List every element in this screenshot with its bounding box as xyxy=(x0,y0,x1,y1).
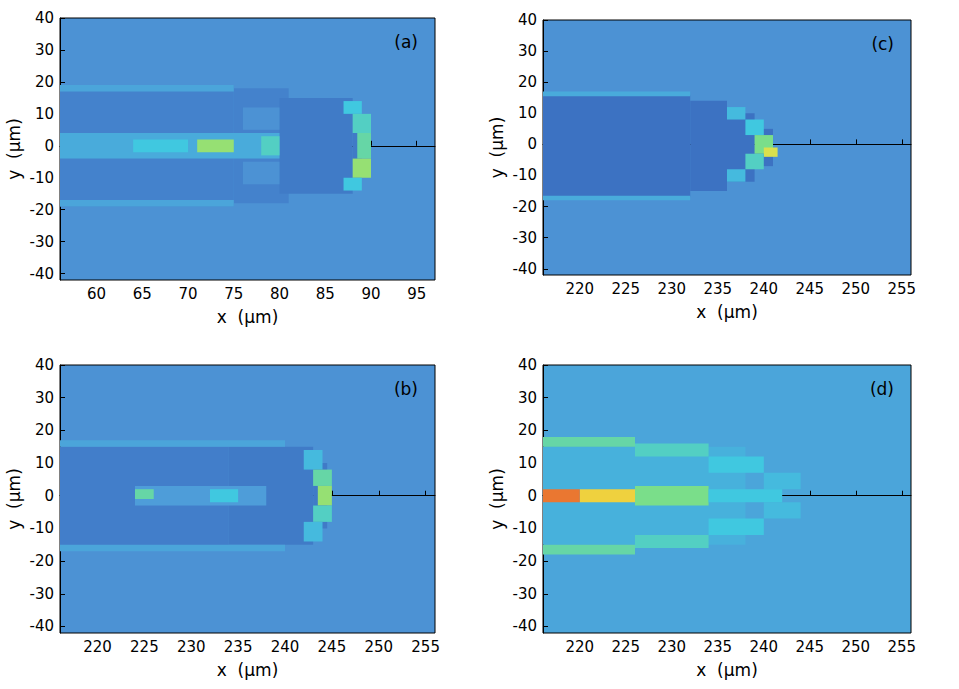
svg-text:0: 0 xyxy=(44,137,54,155)
svg-text:10: 10 xyxy=(35,454,54,472)
svg-text:-40: -40 xyxy=(513,260,538,278)
svg-text:80: 80 xyxy=(270,285,289,303)
svg-text:255: 255 xyxy=(887,638,916,656)
svg-text:250: 250 xyxy=(364,638,393,656)
svg-text:230: 230 xyxy=(657,280,686,298)
svg-text:-20: -20 xyxy=(30,552,55,570)
svg-text:y (μm): y (μm) xyxy=(4,118,24,180)
svg-text:225: 225 xyxy=(611,638,640,656)
svg-text:60: 60 xyxy=(87,285,106,303)
svg-text:245: 245 xyxy=(795,280,824,298)
svg-text:-10: -10 xyxy=(30,519,55,537)
svg-text:225: 225 xyxy=(130,638,159,656)
svg-text:245: 245 xyxy=(318,638,347,656)
svg-text:90: 90 xyxy=(361,285,380,303)
svg-text:-20: -20 xyxy=(30,201,55,219)
svg-text:40: 40 xyxy=(35,9,54,27)
svg-text:(c): (c) xyxy=(871,34,894,54)
svg-text:y (μm): y (μm) xyxy=(487,468,507,530)
svg-text:-30: -30 xyxy=(30,233,55,251)
svg-text:0: 0 xyxy=(44,487,54,505)
svg-text:75: 75 xyxy=(224,285,243,303)
svg-text:-20: -20 xyxy=(513,198,538,216)
svg-text:-30: -30 xyxy=(513,229,538,247)
svg-text:235: 235 xyxy=(224,638,253,656)
svg-text:85: 85 xyxy=(316,285,335,303)
svg-text:(a): (a) xyxy=(394,32,418,52)
svg-text:(b): (b) xyxy=(394,379,418,399)
svg-text:0: 0 xyxy=(527,135,537,153)
svg-text:20: 20 xyxy=(518,73,537,91)
svg-text:30: 30 xyxy=(35,41,54,59)
svg-text:245: 245 xyxy=(795,638,824,656)
svg-text:0: 0 xyxy=(527,487,537,505)
svg-text:(d): (d) xyxy=(870,379,894,399)
svg-text:235: 235 xyxy=(703,280,732,298)
svg-text:225: 225 xyxy=(611,280,640,298)
svg-text:30: 30 xyxy=(35,389,54,407)
svg-text:30: 30 xyxy=(518,42,537,60)
svg-text:x (μm): x (μm) xyxy=(696,660,758,680)
svg-text:10: 10 xyxy=(35,105,54,123)
svg-text:x (μm): x (μm) xyxy=(217,307,279,327)
svg-text:10: 10 xyxy=(518,454,537,472)
svg-text:65: 65 xyxy=(133,285,152,303)
svg-text:-30: -30 xyxy=(513,585,538,603)
svg-text:255: 255 xyxy=(887,280,916,298)
svg-text:250: 250 xyxy=(841,280,870,298)
svg-text:255: 255 xyxy=(411,638,440,656)
svg-text:20: 20 xyxy=(518,421,537,439)
svg-text:-40: -40 xyxy=(30,265,55,283)
svg-text:230: 230 xyxy=(657,638,686,656)
svg-text:-40: -40 xyxy=(513,617,538,635)
svg-text:y (μm): y (μm) xyxy=(4,468,24,530)
svg-text:y (μm): y (μm) xyxy=(487,117,507,179)
svg-text:240: 240 xyxy=(749,638,778,656)
svg-text:70: 70 xyxy=(179,285,198,303)
svg-text:40: 40 xyxy=(518,356,537,374)
svg-text:-20: -20 xyxy=(513,552,538,570)
svg-text:235: 235 xyxy=(703,638,732,656)
svg-text:-10: -10 xyxy=(513,519,538,537)
svg-text:40: 40 xyxy=(518,11,537,29)
svg-text:30: 30 xyxy=(518,389,537,407)
svg-text:95: 95 xyxy=(407,285,426,303)
svg-text:20: 20 xyxy=(35,73,54,91)
svg-text:230: 230 xyxy=(177,638,206,656)
svg-text:-30: -30 xyxy=(30,585,55,603)
svg-text:220: 220 xyxy=(565,638,594,656)
svg-text:-40: -40 xyxy=(30,617,55,635)
svg-text:x (μm): x (μm) xyxy=(217,660,279,680)
svg-text:220: 220 xyxy=(565,280,594,298)
svg-text:20: 20 xyxy=(35,421,54,439)
svg-text:250: 250 xyxy=(841,638,870,656)
svg-text:x (μm): x (μm) xyxy=(696,302,758,322)
svg-text:-10: -10 xyxy=(513,166,538,184)
svg-text:10: 10 xyxy=(518,104,537,122)
svg-text:240: 240 xyxy=(749,280,778,298)
svg-text:220: 220 xyxy=(83,638,112,656)
svg-text:-10: -10 xyxy=(30,169,55,187)
svg-text:240: 240 xyxy=(271,638,300,656)
svg-text:40: 40 xyxy=(35,356,54,374)
